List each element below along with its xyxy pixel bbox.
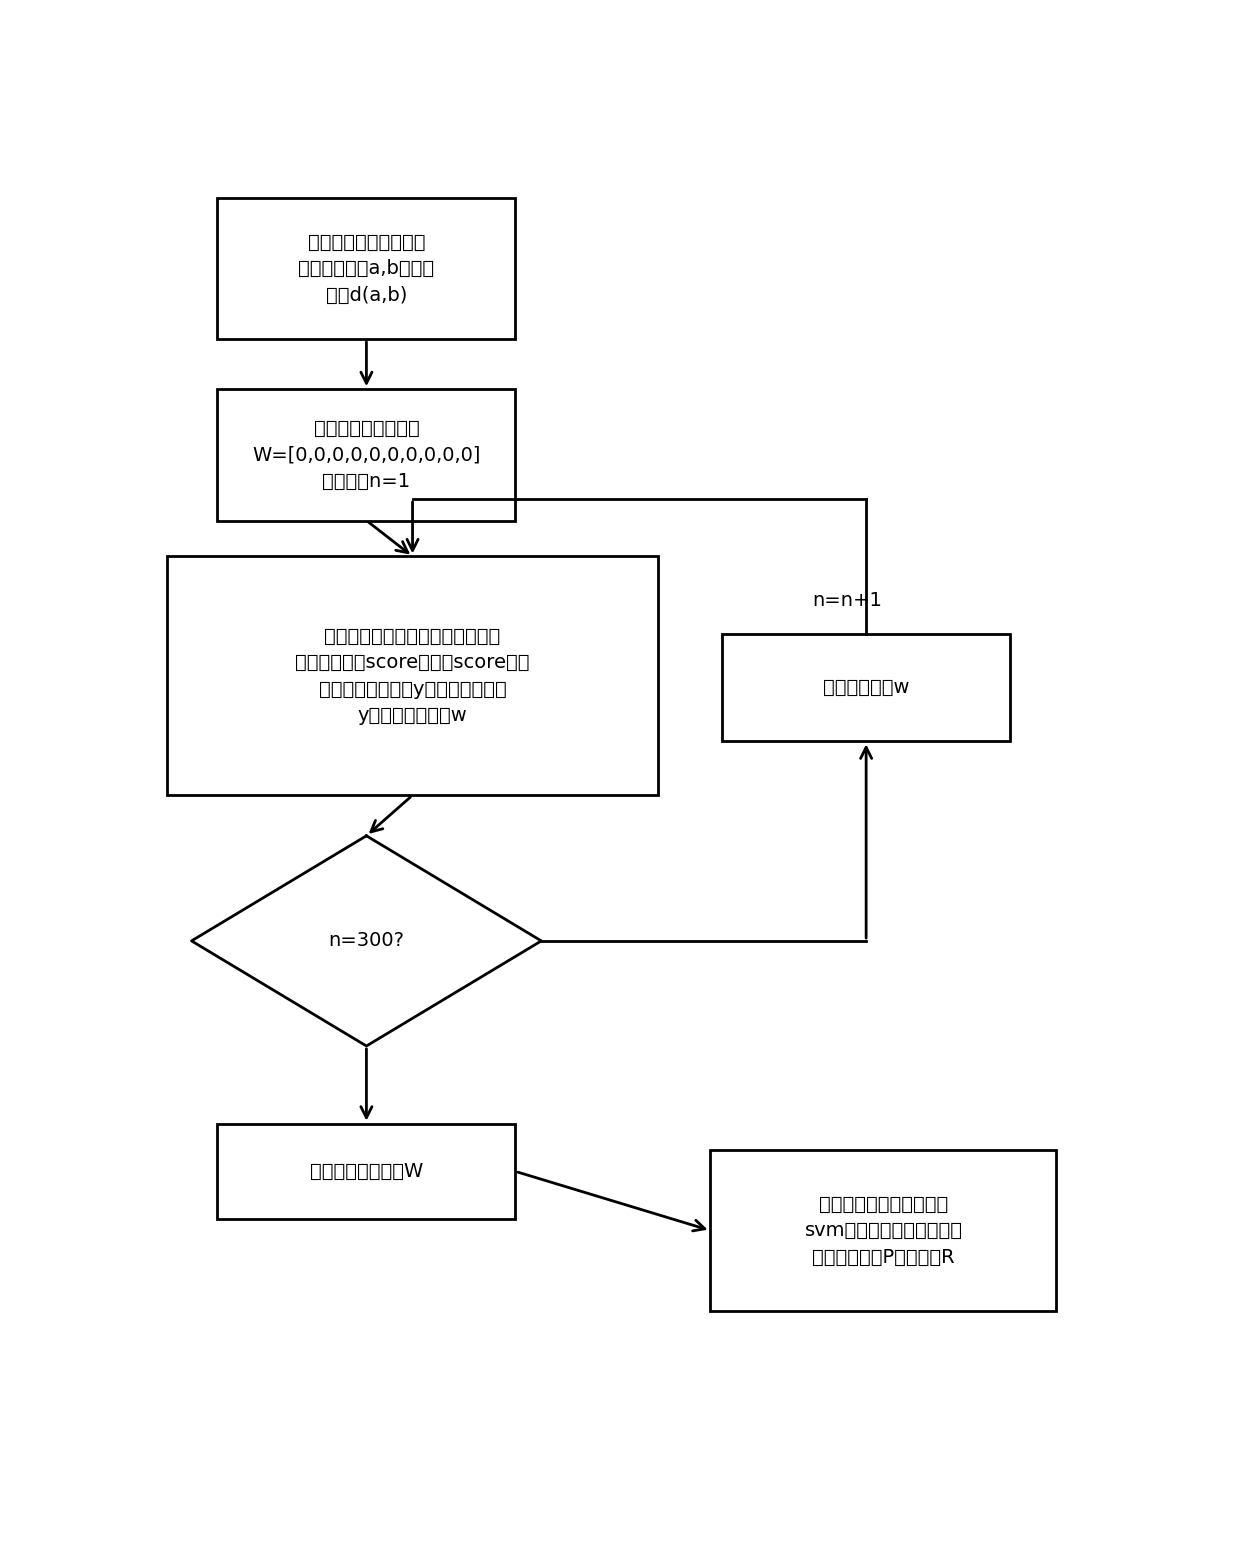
Bar [722,634,1011,741]
Text: n=n+1: n=n+1 [812,591,882,610]
Text: 输入权值矩阵初始值
W=[0,0,0,0,0,0,0,0,0,0]
迭代次数n=1: 输入权值矩阵初始值 W=[0,0,0,0,0,0,0,0,0,0] 迭代次数n=… [252,419,481,490]
Polygon shape [191,836,542,1045]
Bar [167,557,657,796]
Text: 输出最终权值矩阵W: 输出最终权值矩阵W [310,1162,423,1180]
Bar [217,389,516,521]
Text: 由相关性聚类获得所有分组结果，
根据评价指标score，找到score值最
高对应的分组方式y，并得到该分组
y相应的权值矩阵w: 由相关性聚类获得所有分组结果， 根据评价指标score，找到score值最 高对… [295,627,529,724]
Text: n=300?: n=300? [329,932,404,951]
Text: 在数据集上，通过结构化
svm进行测试，得到该分群
方式的精确度P和召回率R: 在数据集上，通过结构化 svm进行测试，得到该分群 方式的精确度P和召回率R [805,1194,962,1267]
Text: 输入权值矩阵w: 输入权值矩阵w [823,678,909,698]
Bar [217,1123,516,1219]
Text: 对目标个体进行特征提
取，得到行人a,b之间的
特征d(a,b): 对目标个体进行特征提 取，得到行人a,b之间的 特征d(a,b) [299,233,434,304]
Bar [711,1149,1056,1311]
Bar [217,199,516,340]
